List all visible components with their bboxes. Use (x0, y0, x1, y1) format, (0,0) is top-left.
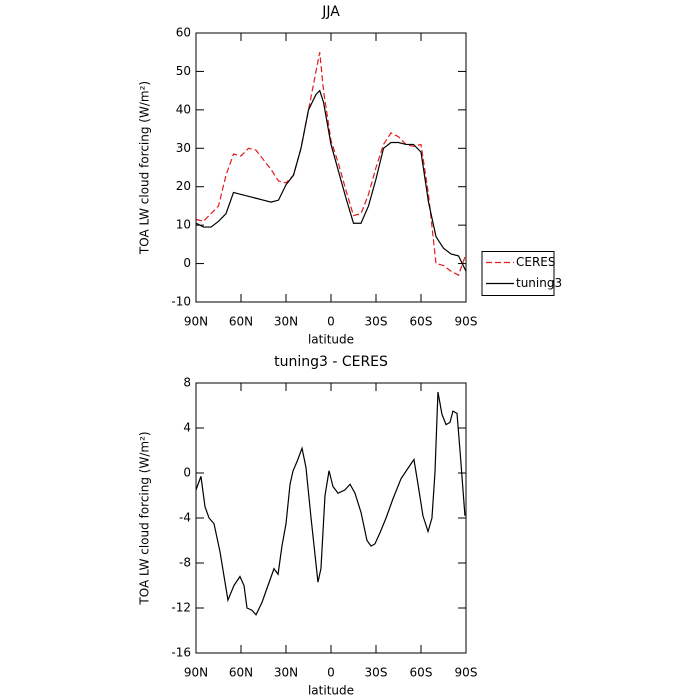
y-tick-label: 4 (183, 421, 191, 435)
y-tick-label: -10 (171, 295, 191, 309)
x-tick-label: 0 (327, 315, 335, 329)
x-tick-label: 0 (327, 666, 335, 680)
legend-label: tuning3 (516, 276, 562, 290)
x-tick-label: 30S (365, 315, 388, 329)
y-tick-label: 30 (176, 141, 191, 155)
y-axis-label: TOA LW cloud forcing (W/m²) (138, 431, 152, 605)
y-tick-label: 8 (183, 376, 191, 390)
legend-label: CERES (516, 255, 556, 269)
y-tick-label: 20 (176, 179, 191, 193)
y-tick-label: 40 (176, 102, 191, 116)
y-tick-label: 50 (176, 64, 191, 78)
x-tick-label: 30N (274, 315, 298, 329)
chart-title: tuning3 - CERES (274, 354, 388, 370)
x-tick-label: 60S (410, 666, 433, 680)
x-tick-label: 90N (184, 666, 208, 680)
y-tick-label: -4 (179, 511, 191, 525)
y-tick-label: -8 (179, 556, 191, 570)
y-tick-label: 0 (183, 466, 191, 480)
x-axis-label: latitude (308, 684, 354, 698)
x-tick-label: 30N (274, 666, 298, 680)
y-tick-label: -12 (171, 601, 191, 615)
x-tick-label: 60S (410, 315, 433, 329)
plot-frame (195, 382, 467, 654)
x-tick-label: 60N (229, 666, 253, 680)
x-tick-label: 90N (184, 315, 208, 329)
y-tick-label: 0 (183, 256, 191, 270)
data-line (195, 52, 467, 276)
y-tick-label: -16 (171, 646, 191, 660)
x-axis-label: latitude (308, 333, 354, 347)
x-tick-label: 30S (365, 666, 388, 680)
y-tick-label: 60 (176, 26, 191, 40)
plot-frame (195, 32, 467, 303)
chart-title: JJA (321, 4, 340, 20)
legend-box (481, 251, 555, 296)
x-tick-label: 90S (455, 315, 478, 329)
y-tick-label: 10 (176, 218, 191, 232)
data-line (195, 89, 467, 272)
x-tick-label: 60N (229, 315, 253, 329)
y-axis-label: TOA LW cloud forcing (W/m²) (138, 81, 152, 255)
x-tick-label: 90S (455, 666, 478, 680)
data-line (195, 391, 466, 616)
